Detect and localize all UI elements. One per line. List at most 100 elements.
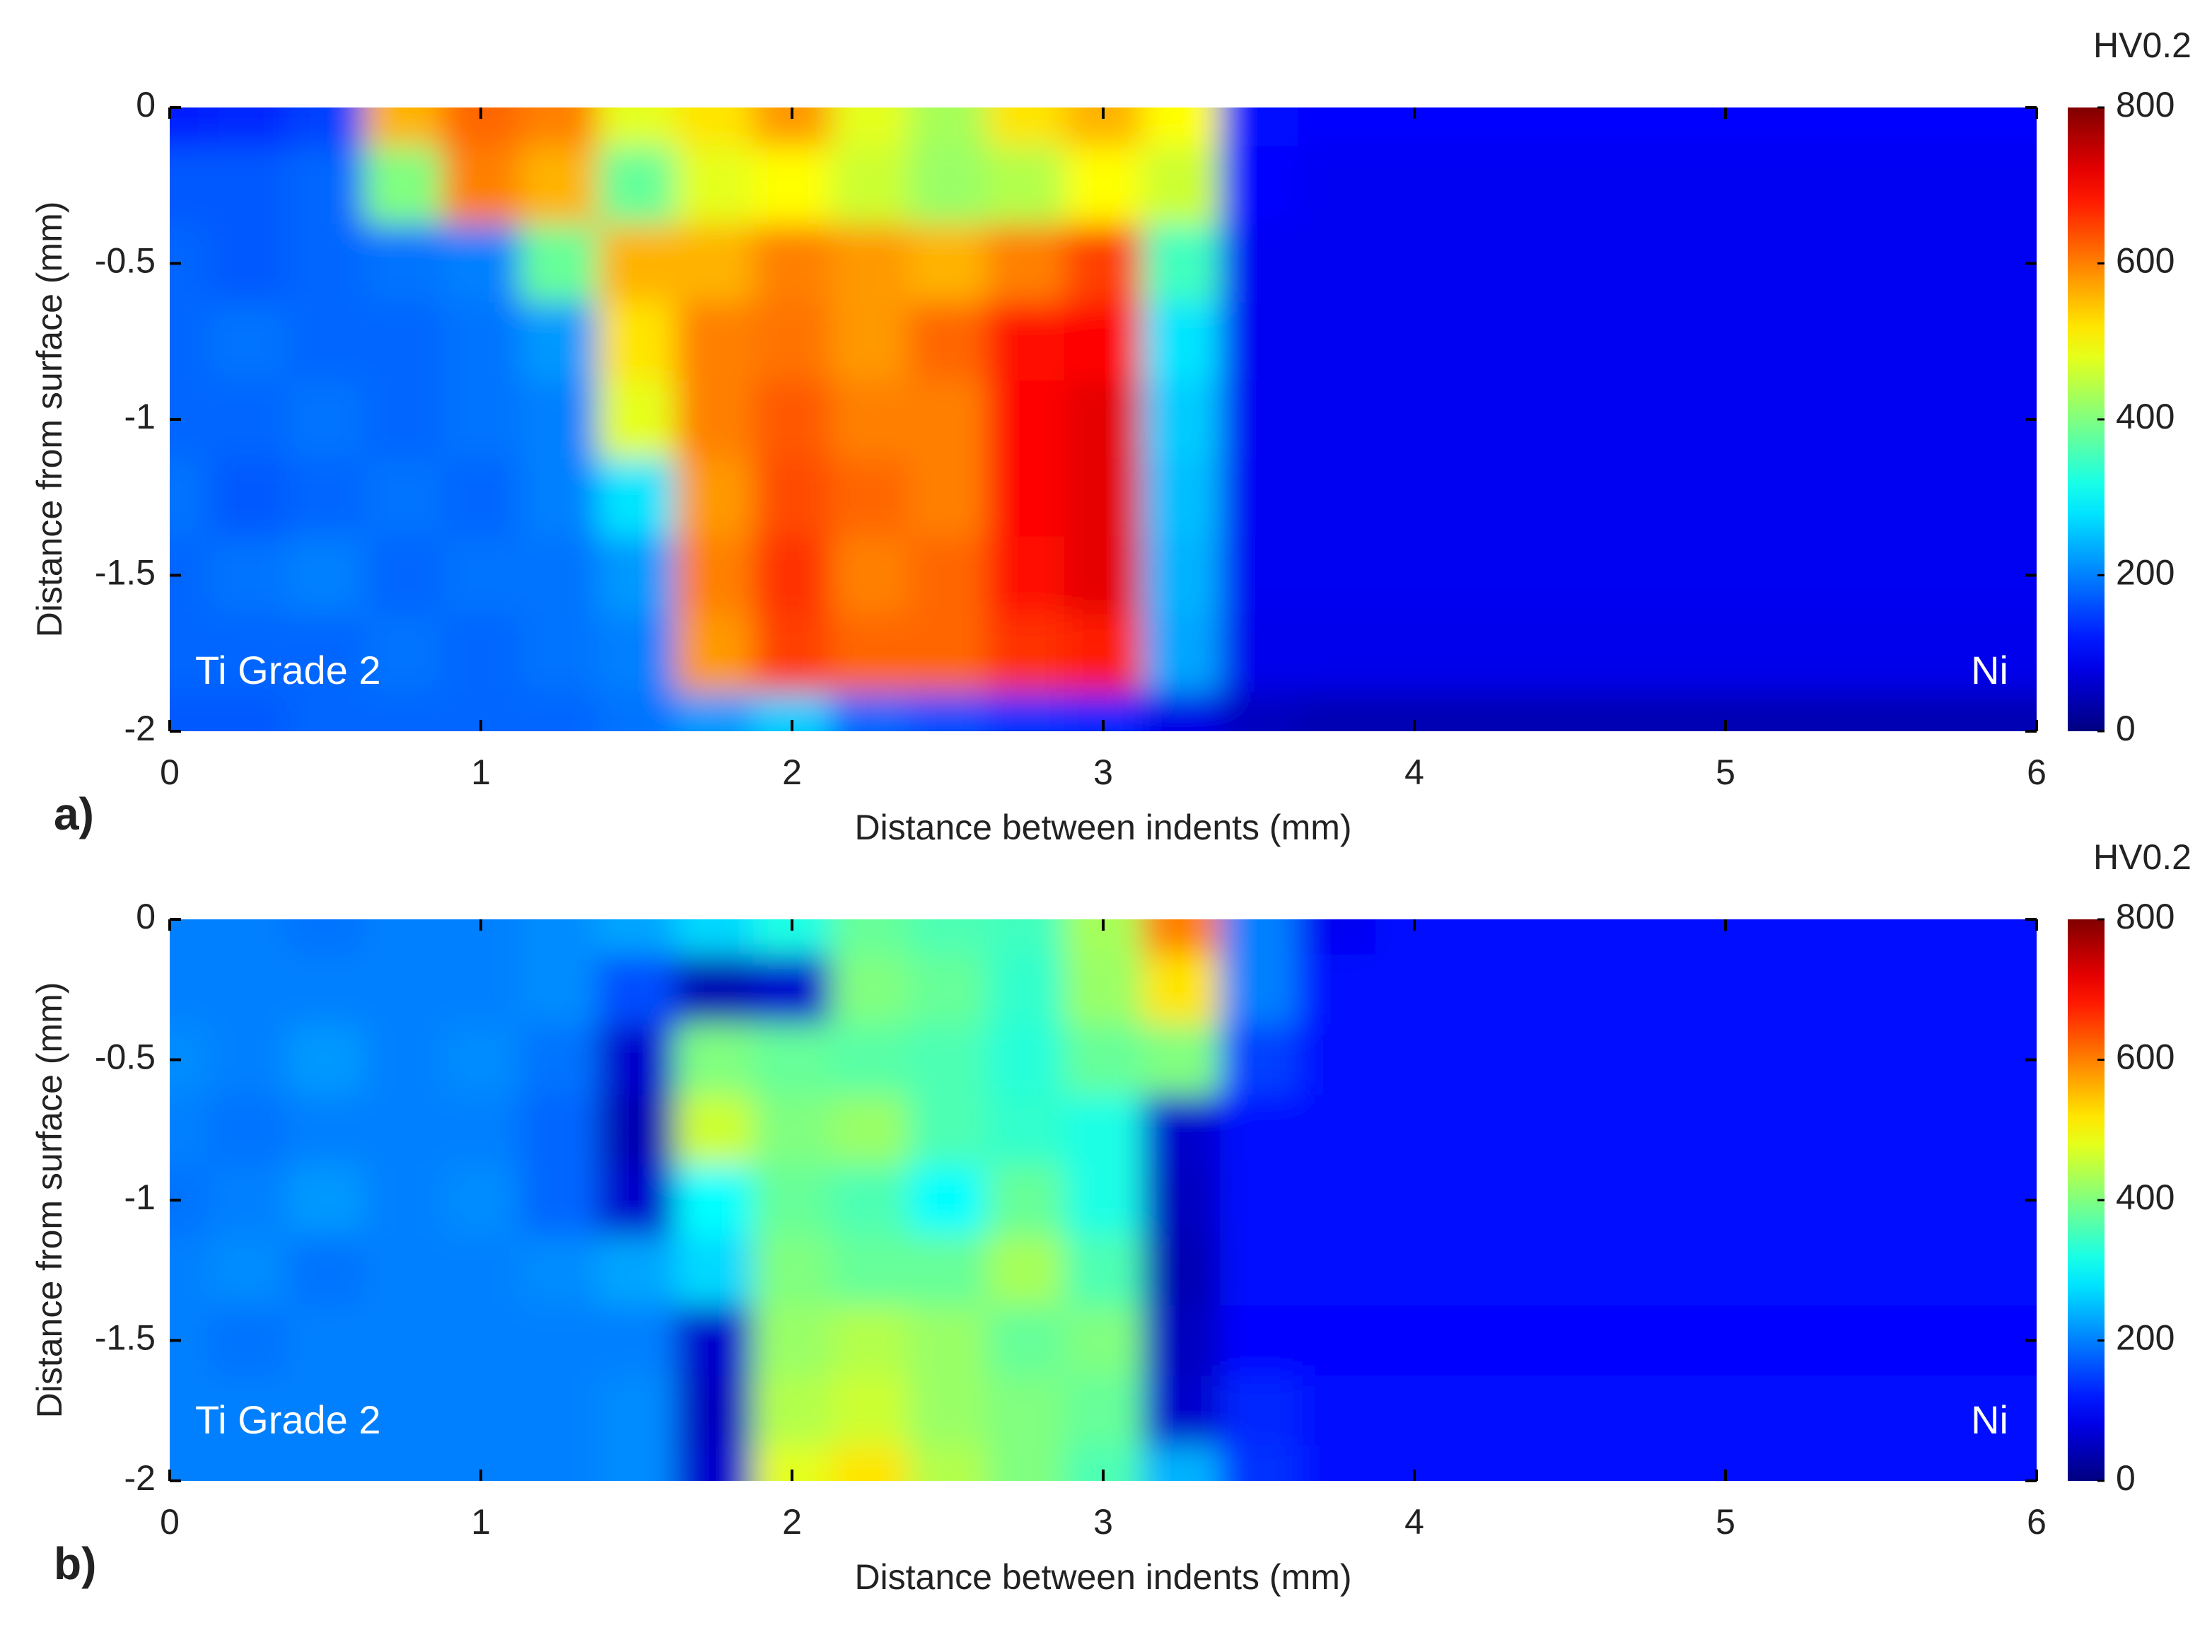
- heat-cell: [1064, 536, 1143, 615]
- heat-cell: [1764, 380, 1843, 460]
- heat-cell: [1764, 1305, 1843, 1377]
- heat-cell: [1920, 536, 1998, 615]
- heat-cell: [909, 1024, 987, 1096]
- heat-cell: [1998, 1375, 2037, 1447]
- heat-cell: [753, 458, 832, 537]
- heat-cell: [1687, 954, 1765, 1025]
- heat-cell: [286, 1095, 365, 1166]
- heat-cell: [831, 107, 909, 148]
- heat-cell: [1998, 1235, 2037, 1306]
- heat-cell: [675, 1095, 754, 1166]
- heat-cell: [1842, 614, 1921, 693]
- heat-cell: [1609, 1165, 1687, 1236]
- heat-cell: [1453, 1446, 1532, 1481]
- heat-cell: [1609, 1095, 1687, 1166]
- heat-cell: [1609, 919, 1687, 955]
- heat-cell: [675, 614, 754, 693]
- heat-cell: [1998, 1305, 2037, 1377]
- heat-cell: [1298, 1165, 1376, 1236]
- heat-cell: [598, 107, 676, 148]
- heat-cell: [909, 146, 987, 226]
- heat-cell: [1609, 380, 1687, 460]
- heat-cell: [1064, 614, 1143, 693]
- heat-cell: [909, 1095, 987, 1166]
- heat-cell: [520, 107, 598, 148]
- heat-cell: [286, 536, 365, 615]
- heat-cell: [1064, 302, 1143, 381]
- heat-cell: [1764, 1095, 1843, 1166]
- heat-cell: [1453, 1375, 1532, 1447]
- heat-cell: [1375, 380, 1454, 460]
- heat-cell: [1142, 614, 1221, 693]
- colorbar-tick-label: 800: [2116, 85, 2175, 124]
- heat-cell: [909, 1305, 987, 1377]
- heat-cell: [364, 614, 443, 693]
- heat-cell: [364, 1446, 443, 1481]
- x-tick-label: 5: [1716, 1502, 1735, 1542]
- heat-cell: [1687, 302, 1765, 381]
- heat-cell: [1453, 458, 1532, 537]
- y-tick-label: 0: [136, 897, 156, 936]
- heat-cell: [1687, 107, 1765, 148]
- heat-cell: [1064, 1165, 1143, 1236]
- x-tick-label: 6: [2027, 1502, 2047, 1542]
- heat-cell: [1064, 1375, 1143, 1447]
- heat-cell: [831, 919, 909, 955]
- heat-cell: [1220, 919, 1298, 955]
- heat-cell: [1764, 146, 1843, 226]
- heat-cell: [986, 146, 1065, 226]
- heat-cell: [520, 146, 598, 226]
- heat-cell: [1220, 954, 1298, 1025]
- heat-cell: [1375, 1024, 1454, 1096]
- heat-cell: [286, 146, 365, 226]
- heat-cell: [364, 1095, 443, 1166]
- heat-cell: [1920, 302, 1998, 381]
- heat-cell: [170, 614, 209, 693]
- x-tick-label: 3: [1093, 1502, 1113, 1542]
- heat-cell: [1687, 1165, 1765, 1236]
- heat-cell: [1298, 107, 1376, 148]
- heat-cell: [598, 224, 676, 303]
- heat-cell: [520, 224, 598, 303]
- heat-cell: [520, 536, 598, 615]
- heat-cell: [675, 954, 754, 1025]
- heat-cell: [1687, 614, 1765, 693]
- colorbar-tick-label: 0: [2116, 1458, 2136, 1498]
- heat-cell: [675, 224, 754, 303]
- heat-cell: [1142, 146, 1221, 226]
- heat-cell: [1298, 224, 1376, 303]
- heat-cell: [286, 380, 365, 460]
- heat-cell: [909, 536, 987, 615]
- colorbar-label: HV0.2: [2093, 25, 2191, 65]
- heat-cell: [1531, 224, 1609, 303]
- y-axis-label: Distance from surface (mm): [30, 982, 69, 1419]
- heat-cell: [442, 1024, 520, 1096]
- heat-cell: [598, 458, 676, 537]
- heat-cell: [442, 380, 520, 460]
- heat-cell: [1764, 1235, 1843, 1306]
- heat-cell: [1453, 1165, 1532, 1236]
- heat-cell: [442, 614, 520, 693]
- heat-cell: [1531, 1165, 1609, 1236]
- heat-cell: [1764, 692, 1843, 731]
- heat-cell: [520, 692, 598, 731]
- heat-cell: [1298, 1305, 1376, 1377]
- heat-cell: [675, 1165, 754, 1236]
- heat-cell: [909, 458, 987, 537]
- heat-cell: [209, 1235, 287, 1306]
- heat-cell: [1842, 1095, 1921, 1166]
- heat-cell: [1375, 614, 1454, 693]
- heat-cell: [1142, 1235, 1221, 1306]
- colorbar-tick-label: 200: [2116, 553, 2175, 593]
- heat-cell: [675, 302, 754, 381]
- heat-cell: [986, 1305, 1065, 1377]
- heat-cell: [442, 919, 520, 955]
- colorbar-tick-label: 200: [2116, 1318, 2175, 1358]
- heat-cell: [1220, 1095, 1298, 1166]
- heat-cell: [1220, 458, 1298, 537]
- heat-cell: [209, 302, 287, 381]
- heat-cell: [1609, 1446, 1687, 1481]
- heat-cell: [1764, 614, 1843, 693]
- heat-cell: [286, 1375, 365, 1447]
- heat-cell: [1531, 954, 1609, 1025]
